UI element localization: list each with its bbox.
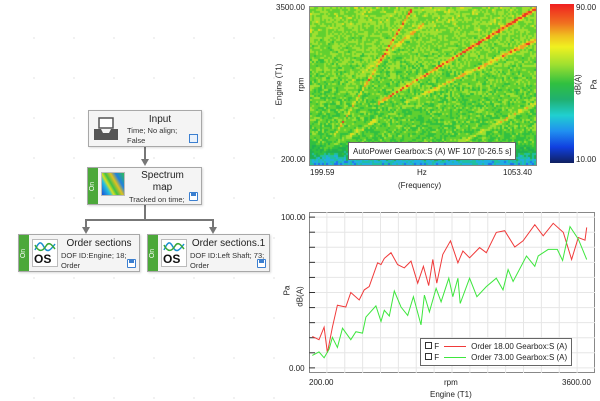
node-title: Order sections — [66, 238, 132, 249]
arrow — [141, 159, 149, 166]
x-axis-label: Engine (T1) — [430, 390, 472, 399]
node-order-sections-1[interactable]: On OS Order sections.1 DOF ID:Left Shaft… — [147, 234, 270, 272]
y-axis-label: dB(A) — [295, 286, 305, 307]
colorbar-unit: dB(A) — [573, 74, 583, 95]
colorbar — [550, 4, 574, 163]
spectrum-map-thumbnail-icon — [101, 172, 125, 196]
node-spectrum-map[interactable]: On Spectrum map Tracked on time; — [87, 167, 202, 205]
x-axis-label: (Frequency) — [398, 181, 442, 190]
y-axis-label: Engine (T1) — [274, 63, 284, 106]
node-desc: DOF ID:Left Shaft; 73; — [190, 251, 265, 260]
arrow — [82, 227, 90, 234]
connector — [85, 219, 87, 228]
y-axis-unit: rpm — [296, 77, 306, 92]
x-tick-max: 3600.00 — [562, 378, 591, 387]
node-desc: Tracked on time; — [129, 195, 185, 204]
node-title: Order sections.1 — [191, 238, 266, 249]
node-desc: Order — [190, 261, 210, 270]
x-tick-min: 199.59 — [310, 168, 335, 177]
connector — [85, 219, 214, 221]
order-sections-icon: OS — [32, 239, 58, 267]
legend-entry[interactable]: F Order 18.00 Gearbox:S (A) — [425, 341, 567, 352]
save-icon[interactable] — [127, 259, 136, 268]
save-icon[interactable] — [257, 259, 266, 268]
node-input[interactable]: Input Time; No align; False — [88, 110, 202, 147]
order-sections-icon: OS — [161, 239, 187, 267]
series-line-0 — [312, 222, 588, 353]
series-line-1 — [312, 225, 588, 359]
node-title: Spectrum — [141, 170, 184, 181]
x-axis-unit: rpm — [444, 378, 458, 387]
legend-checkbox[interactable] — [425, 342, 432, 349]
connector — [144, 147, 146, 161]
save-icon[interactable] — [189, 192, 198, 201]
on-toggle[interactable]: On — [19, 235, 29, 271]
node-title: Input — [148, 114, 172, 125]
connector — [212, 219, 214, 228]
y-tick-min: 200.00 — [281, 155, 306, 164]
on-toggle[interactable]: On — [88, 168, 98, 204]
x-axis-unit: Hz — [417, 168, 427, 177]
x-tick-min: 200.00 — [309, 378, 334, 387]
y-tick-min: 0.00 — [289, 364, 305, 373]
colorbar-unit2: Pa — [589, 79, 599, 90]
inbox-tray-icon — [94, 117, 118, 140]
node-desc: False — [127, 136, 146, 145]
spectrogram-heatmap[interactable] — [309, 6, 537, 166]
on-toggle[interactable]: On — [148, 235, 158, 271]
x-tick-max: 1053.40 — [503, 168, 532, 177]
y-tick-max: 100.00 — [281, 213, 306, 222]
node-desc: DOF ID:Engine; 18; — [61, 251, 127, 260]
node-order-sections[interactable]: On OS Order sections DOF ID:Engine; 18; … — [18, 234, 140, 272]
y-tick-max: 3500.00 — [276, 3, 305, 12]
colorbar-min: 10.00 — [576, 155, 597, 164]
connector — [144, 205, 146, 220]
legend-entry[interactable]: F Order 73.00 Gearbox:S (A) — [425, 352, 567, 363]
legend-checkbox[interactable] — [425, 353, 432, 360]
y-axis-unit: Pa — [282, 285, 292, 296]
node-desc: Order — [61, 261, 81, 270]
plot-legend: F Order 18.00 Gearbox:S (A) F Order 73.00 … — [420, 338, 573, 366]
colorbar-max: 90.00 — [576, 3, 597, 12]
node-desc: Time; No align; — [127, 126, 178, 135]
arrow — [209, 227, 217, 234]
node-title: map — [152, 182, 173, 193]
spectrogram-title-box: AutoPower Gearbox:S (A) WF 107 [0-26.5 s… — [348, 142, 517, 160]
link-save-icon[interactable] — [189, 134, 198, 143]
